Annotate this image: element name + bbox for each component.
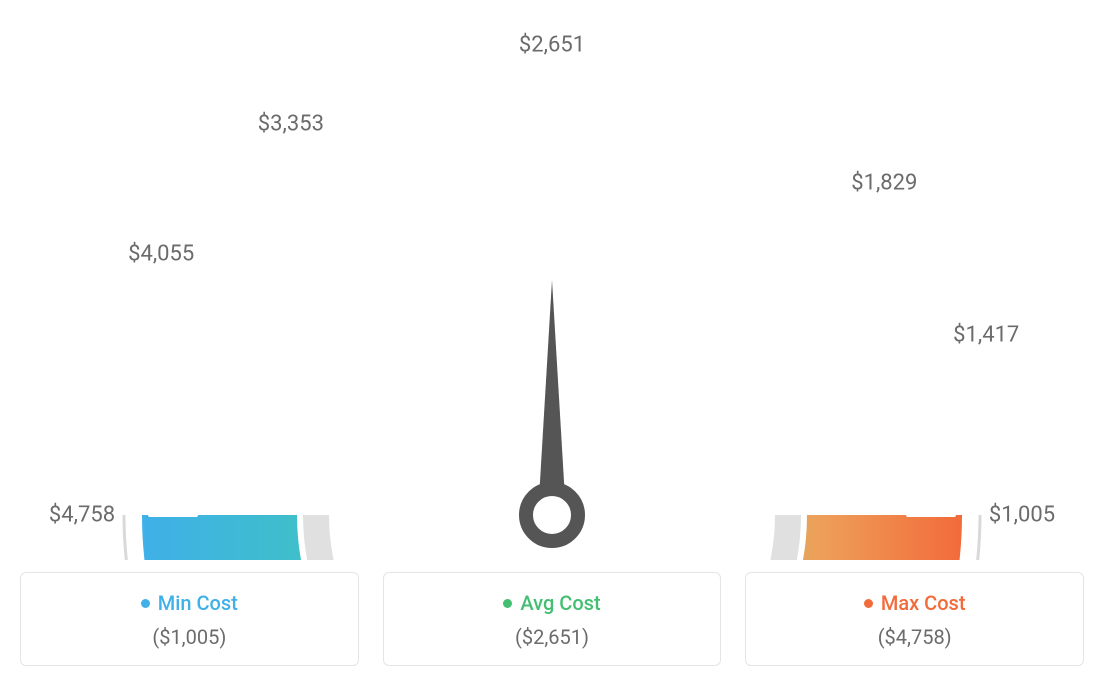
gauge-svg bbox=[20, 20, 1084, 560]
gauge-chart: $1,005 $1,417 $1,829 $2,651 $3,353 $4,055 $4,7… bbox=[20, 20, 1084, 560]
gauge-tick-label: $4,758 bbox=[49, 503, 115, 528]
gauge-tick-label: $1,417 bbox=[953, 323, 1019, 348]
legend-value: ($4,758) bbox=[746, 625, 1083, 649]
legend-label: Max Cost bbox=[881, 591, 966, 615]
legend-card: Avg Cost ($2,651) bbox=[383, 572, 722, 666]
legend-label: Avg Cost bbox=[520, 591, 600, 615]
gauge-tick-label: $2,651 bbox=[519, 33, 585, 58]
legend-card: Max Cost ($4,758) bbox=[745, 572, 1084, 666]
legend-dot-icon bbox=[141, 599, 150, 608]
gauge-tick-label: $1,005 bbox=[989, 503, 1055, 528]
gauge-tick-label: $3,353 bbox=[258, 112, 324, 137]
gauge-tick-label: $4,055 bbox=[128, 241, 194, 266]
legend-dot-icon bbox=[503, 599, 512, 608]
gauge-tick-label: $1,829 bbox=[851, 170, 917, 195]
legend-row: Min Cost ($1,005) Avg Cost ($2,651) Max Cost… bbox=[20, 572, 1084, 666]
legend-value: ($2,651) bbox=[384, 625, 721, 649]
legend-card: Min Cost ($1,005) bbox=[20, 572, 359, 666]
legend-dot-icon bbox=[864, 599, 873, 608]
legend-label: Min Cost bbox=[158, 591, 238, 615]
legend-value: ($1,005) bbox=[21, 625, 358, 649]
